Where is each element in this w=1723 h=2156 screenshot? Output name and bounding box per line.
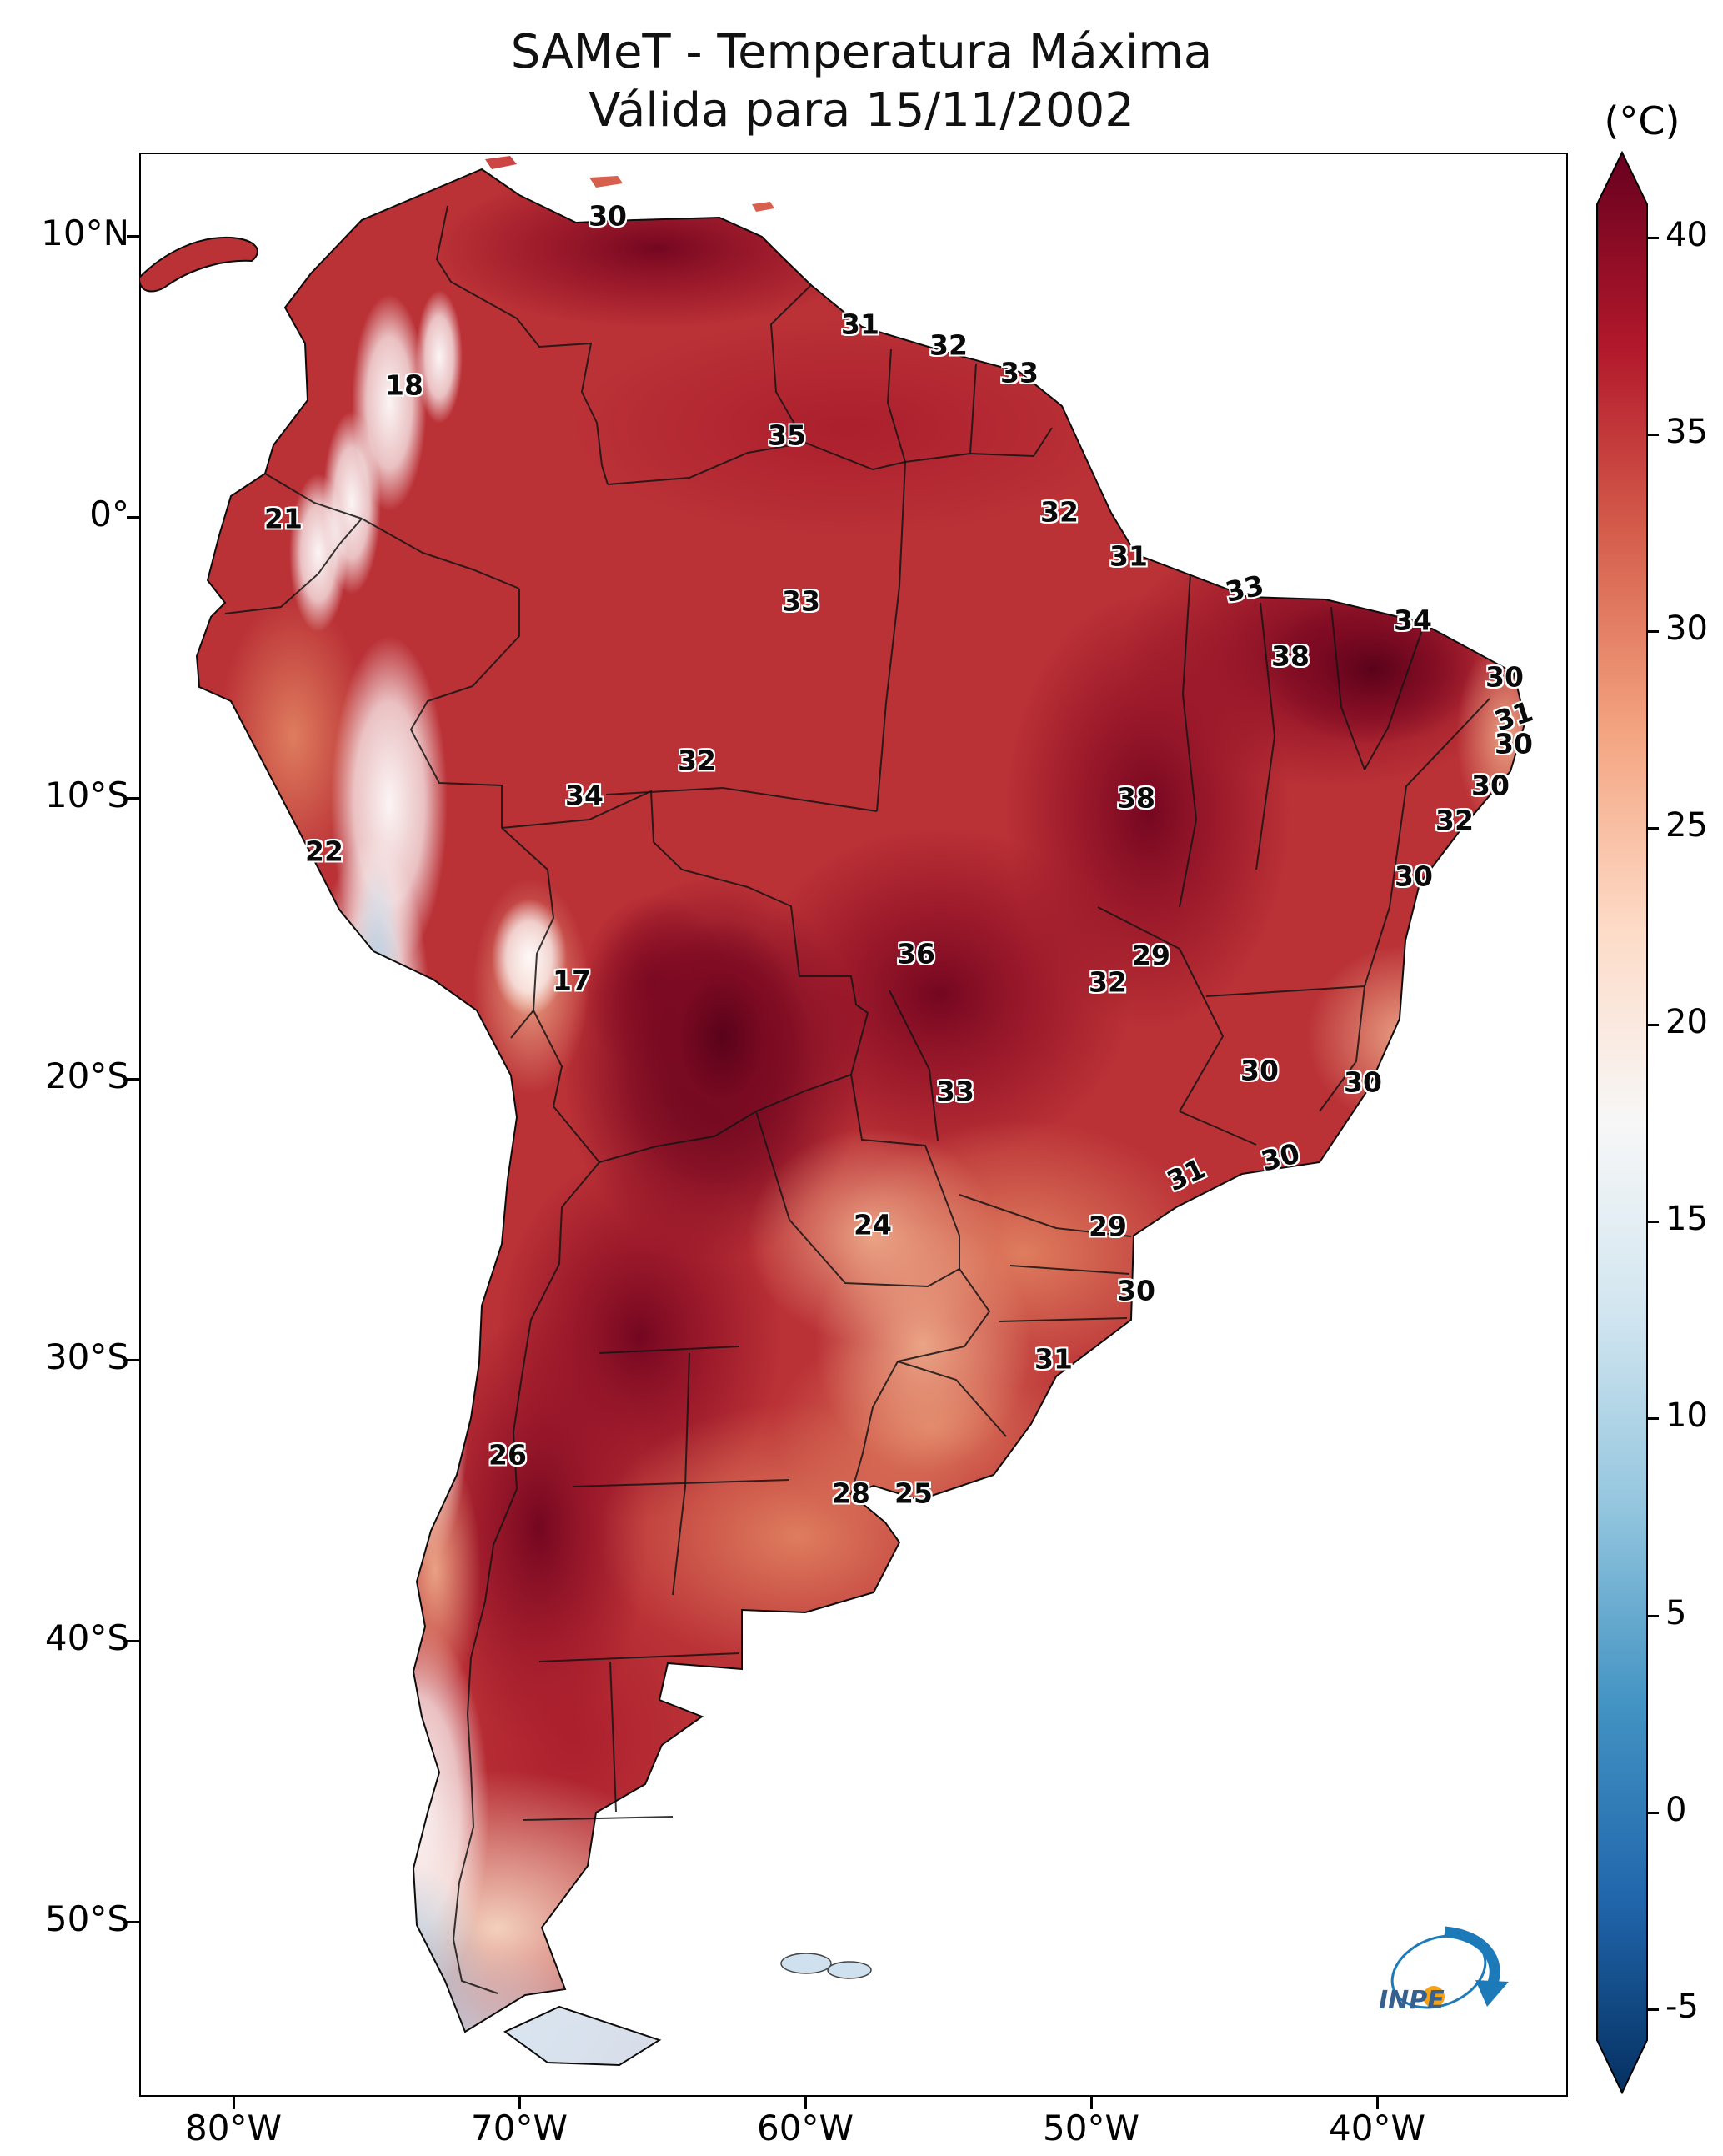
colorbar-tick-mark [1647,1615,1659,1617]
lat-tick-mark [127,235,139,238]
inpe-logo: INPE [1379,1926,1509,2015]
colorbar-tick-mark [1647,630,1659,633]
colorbar-tick-label: 5 [1665,1594,1687,1632]
colorbar-tick-mark [1647,237,1659,239]
chart-title: SAMeT - Temperatura Máxima [510,25,1213,79]
colorbar-unit-label: (°C) [1604,98,1680,143]
chart-subtitle: Válida para 15/11/2002 [589,83,1134,138]
colorbar-tick-label: 0 [1665,1791,1687,1829]
colorbar-tick-mark [1647,827,1659,830]
lat-tick-label: 10°N [41,213,129,253]
lat-tick-mark [127,1921,139,1923]
colorbar-tick-label: 25 [1665,806,1708,845]
colorbar-tick-mark [1647,1221,1659,1223]
lon-tick-mark [1376,2097,1379,2109]
lon-tick-mark [804,2097,807,2109]
logo-arrowhead-icon [1475,1980,1509,2007]
lat-tick-label: 20°S [44,1055,129,1096]
colorbar-tick-label: 15 [1665,1200,1708,1238]
lat-tick-mark [127,1359,139,1361]
logo-arrow-icon [1444,1926,1500,1988]
political-borders [224,205,1490,1994]
lat-tick-mark [127,1640,139,1642]
logo-text: INPE [1379,1986,1445,2015]
lat-tick-mark [127,797,139,800]
lon-tick-mark [518,2097,521,2109]
colorbar [1596,151,1648,2095]
lon-tick-label: 50°W [1043,2108,1139,2148]
colorbar-tick-mark [1647,1417,1659,1420]
colorbar-bar [1596,151,1648,2095]
lon-tick-label: 40°W [1329,2108,1425,2148]
lon-tick-label: 80°W [185,2108,282,2148]
south-america-temperature-map [139,156,1527,2067]
colorbar-tick-mark [1647,1024,1659,1026]
colorbar-tick-label: -5 [1665,1988,1699,2026]
lat-tick-mark [127,1078,139,1081]
lat-tick-label: 30°S [44,1336,129,1377]
colorbar-tick-label: 35 [1665,413,1708,451]
lat-tick-mark [127,516,139,519]
lon-tick-label: 60°W [757,2108,854,2148]
colorbar-tick-mark [1647,434,1659,436]
colorbar-tick-label: 20 [1665,1003,1708,1041]
colorbar-tick-label: 30 [1665,609,1708,648]
lat-tick-label: 10°S [44,775,129,815]
lat-tick-label: 50°S [44,1898,129,1939]
lat-tick-label: 40°S [44,1617,129,1658]
colorbar-tick-label: 10 [1665,1396,1708,1435]
islands [485,156,872,1979]
colorbar-tick-mark [1647,1812,1659,1814]
lon-tick-mark [233,2097,235,2109]
colorbar-tick-mark [1647,2008,1659,2011]
lat-tick-label: 0° [89,494,129,534]
logo-orange-dot-icon [1423,1986,1445,2008]
colorbar-tick-label: 40 [1665,216,1708,254]
temperature-field [139,169,1525,2065]
lon-tick-mark [1090,2097,1093,2109]
lon-tick-label: 70°W [471,2108,568,2148]
coastline [139,168,1527,2067]
